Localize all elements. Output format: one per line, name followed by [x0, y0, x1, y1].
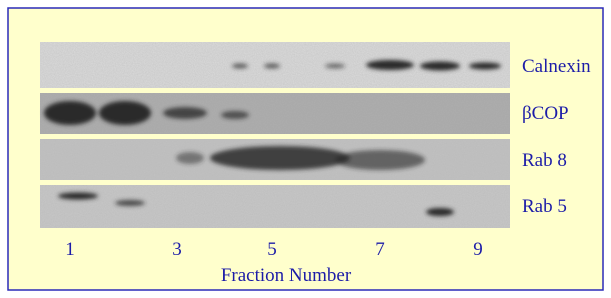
blot-row	[40, 185, 510, 228]
lane-label: Rab 8	[522, 150, 567, 171]
fraction-tick: 5	[267, 239, 277, 260]
fraction-tick: 1	[65, 239, 75, 260]
lane-label: Rab 5	[522, 196, 567, 217]
lane-label: βCOP	[522, 103, 569, 124]
axis-title: Fraction Number	[221, 265, 352, 286]
fraction-tick: 3	[172, 239, 182, 260]
figure: Calnexin βCOP Rab 8 Rab 5 1 3 5 7 9 Fraction Nu…	[0, 0, 611, 298]
fraction-tick: 9	[473, 239, 483, 260]
fraction-tick: 7	[375, 239, 385, 260]
lane-label: Calnexin	[522, 56, 591, 77]
